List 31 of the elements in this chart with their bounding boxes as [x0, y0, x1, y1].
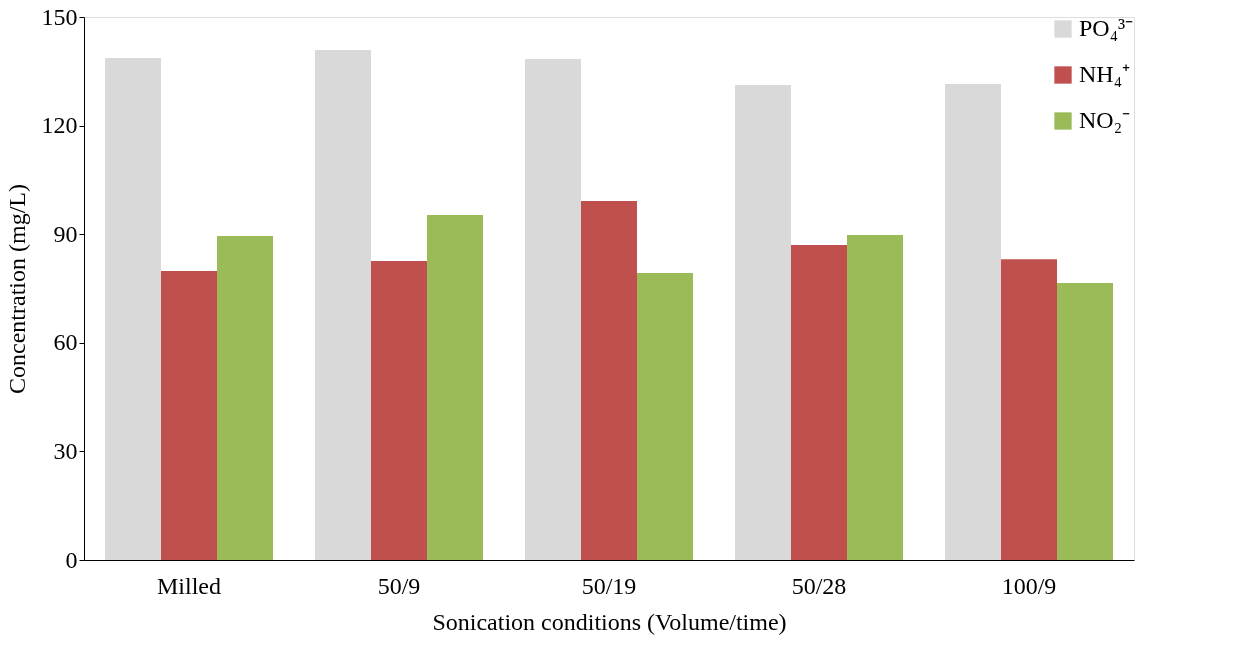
bar — [161, 271, 217, 560]
bar — [735, 85, 791, 560]
y-tick-label: 150 — [41, 3, 78, 30]
y-axis-title: Concentration (mg/L) — [3, 184, 30, 394]
bar — [427, 215, 483, 560]
bar — [945, 83, 1001, 560]
bar — [1001, 259, 1057, 560]
y-tick-label: 60 — [53, 329, 78, 356]
bar — [1057, 283, 1113, 560]
bar — [581, 200, 637, 560]
y-tick-label: 90 — [53, 220, 78, 247]
legend-label: PO₄³⁻ — [1079, 15, 1134, 41]
y-tick-label: 30 — [53, 437, 78, 464]
bar — [105, 57, 161, 560]
x-tick-label: 50/28 — [791, 572, 847, 599]
bar — [525, 58, 581, 560]
bar — [371, 260, 427, 560]
x-tick-label: 100/9 — [1001, 572, 1057, 599]
x-axis-title: Sonication conditions (Volume/time) — [432, 608, 787, 635]
bar — [791, 245, 847, 560]
y-tick-label: 0 — [65, 546, 78, 573]
legend-label: NO₂⁻ — [1079, 107, 1131, 133]
bar — [847, 234, 903, 560]
x-tick-label: Milled — [157, 572, 221, 599]
legend-label: NH₄⁺ — [1079, 61, 1131, 87]
bar — [637, 272, 693, 560]
x-tick-label: 50/19 — [581, 572, 637, 599]
bar — [315, 49, 371, 560]
y-tick-label: 120 — [41, 112, 78, 139]
x-tick-label: 50/9 — [377, 572, 421, 599]
bar — [217, 236, 273, 560]
